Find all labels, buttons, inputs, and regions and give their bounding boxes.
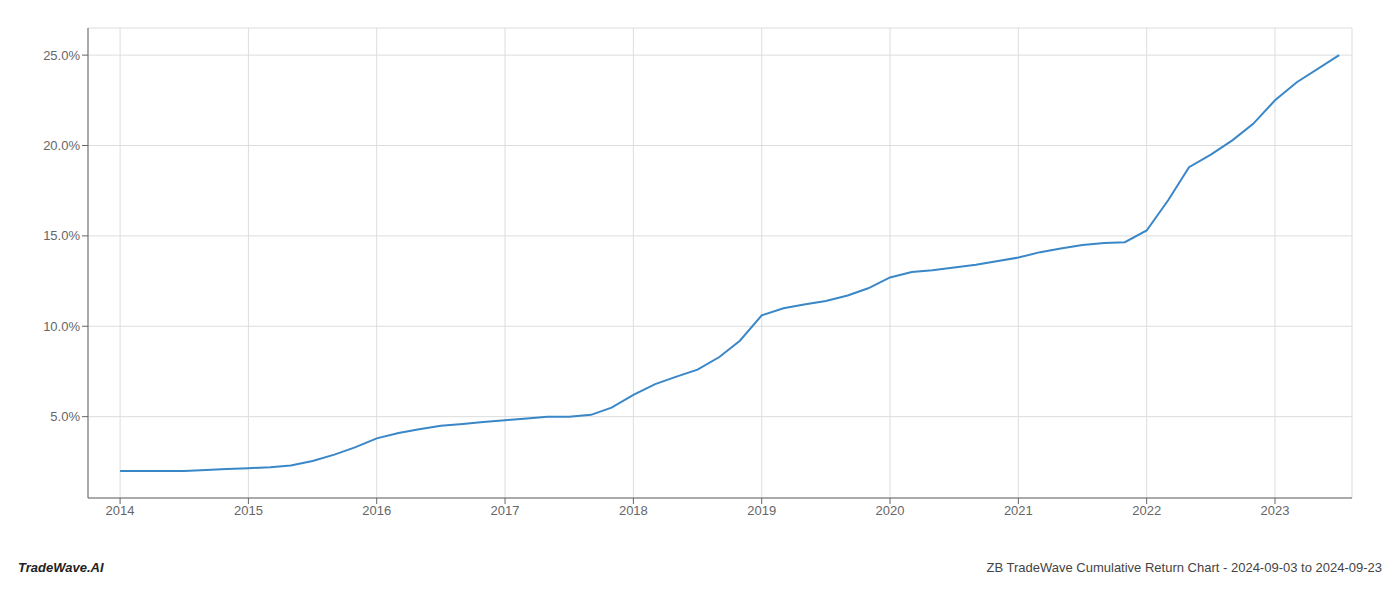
svg-text:25.0%: 25.0% [43,48,80,63]
svg-text:2018: 2018 [619,503,648,518]
svg-text:2022: 2022 [1132,503,1161,518]
svg-text:2023: 2023 [1261,503,1290,518]
html-text:TradeWave.AI: TradeWave.AI [18,560,104,575]
svg-text:20.0%: 20.0% [43,138,80,153]
svg-text:2020: 2020 [876,503,905,518]
svg-text:2019: 2019 [747,503,776,518]
svg-text:5.0%: 5.0% [50,409,80,424]
svg-text:15.0%: 15.0% [43,228,80,243]
svg-text:2015: 2015 [234,503,263,518]
svg-text:2017: 2017 [491,503,520,518]
svg-text:10.0%: 10.0% [43,319,80,334]
html-text:ZB TradeWave Cumulative Return: ZB TradeWave Cumulative Return Chart - 2… [986,560,1382,575]
svg-text:2014: 2014 [106,503,135,518]
svg-text:2021: 2021 [1004,503,1033,518]
svg-text:2016: 2016 [362,503,391,518]
